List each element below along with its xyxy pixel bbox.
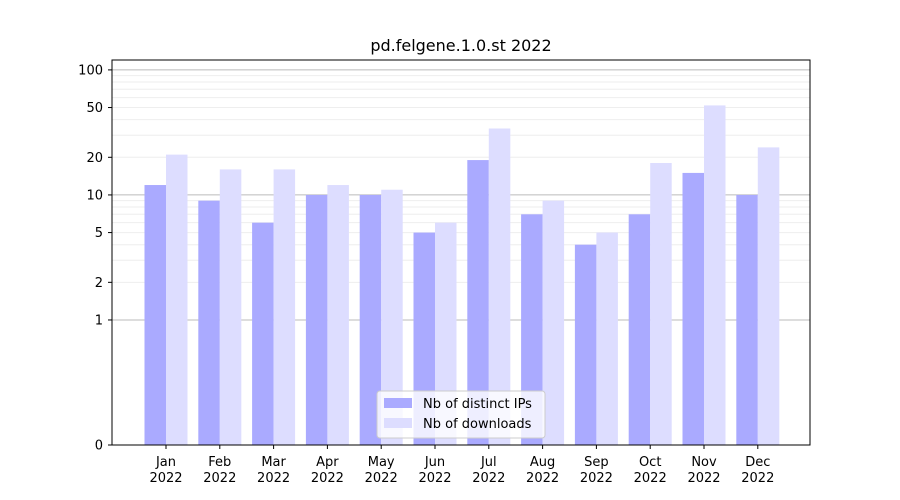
x-tick-label-year: 2022 (365, 471, 398, 486)
plot-frame (111, 59, 811, 446)
bar-downloads (327, 185, 349, 445)
bars (144, 105, 780, 446)
bar-downloads (704, 105, 726, 446)
bar-downloads (273, 169, 296, 445)
bar-distinct-ips (359, 194, 382, 445)
bar-distinct-ips (736, 194, 758, 445)
bar-distinct-ips (682, 172, 704, 445)
x-tick-label-year: 2022 (634, 471, 667, 486)
y-tick-label: 10 (86, 188, 103, 203)
bar-downloads (381, 189, 403, 445)
x-tick-label-month: Jul (480, 455, 497, 470)
bar-distinct-ips (467, 160, 489, 445)
bar-downloads (435, 222, 457, 445)
x-tick-label-year: 2022 (526, 471, 559, 486)
bar-distinct-ips (252, 222, 274, 445)
bar-downloads (542, 200, 565, 445)
x-tick-label-year: 2022 (311, 471, 344, 486)
bar-distinct-ips (144, 185, 166, 445)
x-tick-label-month: Sep (584, 455, 609, 470)
x-tick-label-year: 2022 (418, 471, 451, 486)
y-tick-label: 5 (95, 226, 103, 241)
x-tick-label-month: Oct (639, 455, 661, 470)
bar-distinct-ips (305, 194, 328, 445)
x-tick-label-year: 2022 (687, 471, 720, 486)
x-tick-label-year: 2022 (203, 471, 236, 486)
x-tick-label-month: Jun (424, 455, 445, 470)
y-axis: 0 1 2 5 10 20 50 100 (78, 63, 112, 454)
bar-downloads (650, 163, 672, 445)
x-tick-label-year: 2022 (472, 471, 505, 486)
bar-downloads (166, 154, 188, 446)
bar-distinct-ips (574, 244, 597, 445)
x-tick-label-month: Aug (530, 455, 555, 470)
bar-downloads (488, 128, 511, 445)
bar-distinct-ips (628, 214, 651, 445)
x-tick-label-month: Feb (208, 455, 231, 470)
legend-swatch (384, 418, 412, 428)
legend-swatch (384, 398, 412, 408)
bar-downloads (219, 169, 242, 445)
bar-distinct-ips (198, 200, 220, 445)
x-tick-label-year: 2022 (741, 471, 774, 486)
legend: Nb of distinct IPs Nb of downloads (376, 390, 546, 439)
x-tick-label-month: Mar (261, 455, 286, 470)
x-tick-label-month: Apr (316, 455, 339, 470)
y-tick-label: 2 (95, 276, 103, 291)
y-tick-label: 20 (86, 151, 103, 166)
x-tick-label-year: 2022 (257, 471, 290, 486)
x-tick-label-month: Jan (155, 455, 176, 470)
bar-downloads (757, 147, 780, 446)
y-tick-label: 0 (95, 439, 103, 454)
bar-distinct-ips (521, 214, 543, 445)
x-axis: Jan2022Feb2022Mar2022Apr2022May2022Jun20… (149, 445, 774, 486)
x-tick-label-month: May (368, 455, 395, 470)
legend-box (376, 390, 546, 439)
x-tick-label-year: 2022 (149, 471, 182, 486)
bar-downloads (596, 232, 618, 445)
y-tick-label: 1 (95, 313, 103, 328)
y-tick-label: 100 (78, 63, 103, 78)
x-tick-label-month: Dec (745, 455, 770, 470)
x-tick-label-month: Nov (691, 455, 717, 470)
legend-label: Nb of downloads (423, 417, 532, 432)
legend-label: Nb of distinct IPs (423, 397, 532, 412)
chart-title: pd.felgene.1.0.st 2022 (370, 36, 551, 55)
y-tick-label: 50 (86, 101, 103, 116)
x-tick-label-year: 2022 (580, 471, 613, 486)
